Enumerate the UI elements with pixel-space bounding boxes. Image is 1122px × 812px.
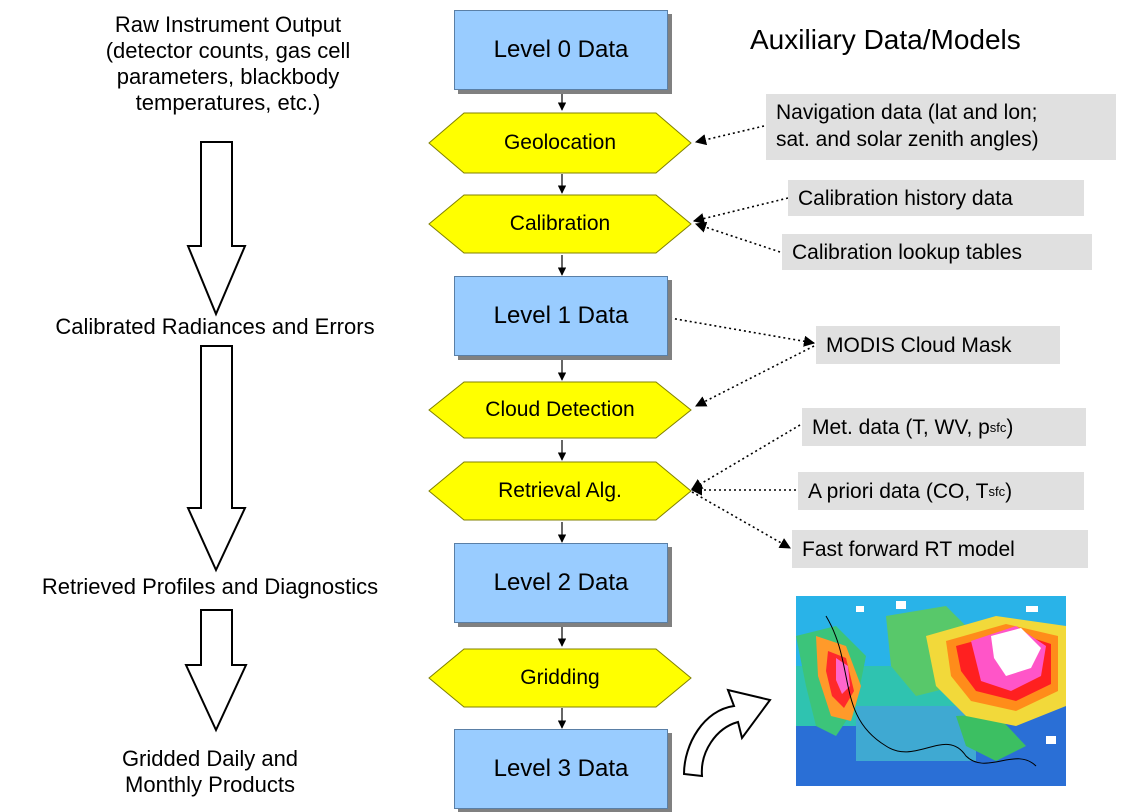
navigation-data-box: Navigation data (lat and lon; sat. and s… <box>766 94 1116 160</box>
raw-output-label: Raw Instrument Output (detector counts, … <box>105 12 351 115</box>
retrieved-label: Retrieved Profiles and Diagnostics <box>41 574 379 599</box>
down-arrow-icon <box>186 141 247 317</box>
level-3-box: Level 3 Data <box>454 729 668 809</box>
retrieval-label: Retrieval Alg. <box>498 479 622 502</box>
calibration-step: Calibration <box>428 194 692 254</box>
gridding-label: Gridding <box>520 666 600 689</box>
geolocation-step: Geolocation <box>428 112 692 174</box>
level-2-box: Level 2 Data <box>454 543 668 623</box>
calibration-label: Calibration <box>509 212 611 235</box>
retrieval-step: Retrieval Alg. <box>428 461 692 521</box>
calibration-lookup-box: Calibration lookup tables <box>782 234 1092 270</box>
aux-title: Auxiliary Data/Models <box>750 24 1021 55</box>
fast-rt-model-box: Fast forward RT model <box>792 530 1088 568</box>
aux-connectors <box>669 125 816 549</box>
stage-arrows <box>184 141 248 733</box>
cloud-detection-label: Cloud Detection <box>485 398 635 421</box>
level-1-box: Level 1 Data <box>454 276 668 356</box>
level-0-box: Level 0 Data <box>454 10 668 90</box>
modis-cloud-mask-box: MODIS Cloud Mask <box>816 326 1060 364</box>
cloud-detection-step: Cloud Detection <box>428 381 692 439</box>
gridded-label: Gridded Daily and Monthly Products <box>121 746 299 797</box>
geolocation-label: Geolocation <box>503 131 617 154</box>
curved-arrow-icon <box>682 688 772 778</box>
calibrated-label: Calibrated Radiances and Errors <box>55 314 375 339</box>
calibration-history-box: Calibration history data <box>788 180 1084 216</box>
gridding-step: Gridding <box>428 648 692 708</box>
met-data-box: Met. data (T, WV, p sfc) <box>802 408 1086 446</box>
level3-map-image <box>796 596 1066 786</box>
down-arrow-icon <box>184 609 248 733</box>
down-arrow-icon <box>186 345 247 573</box>
